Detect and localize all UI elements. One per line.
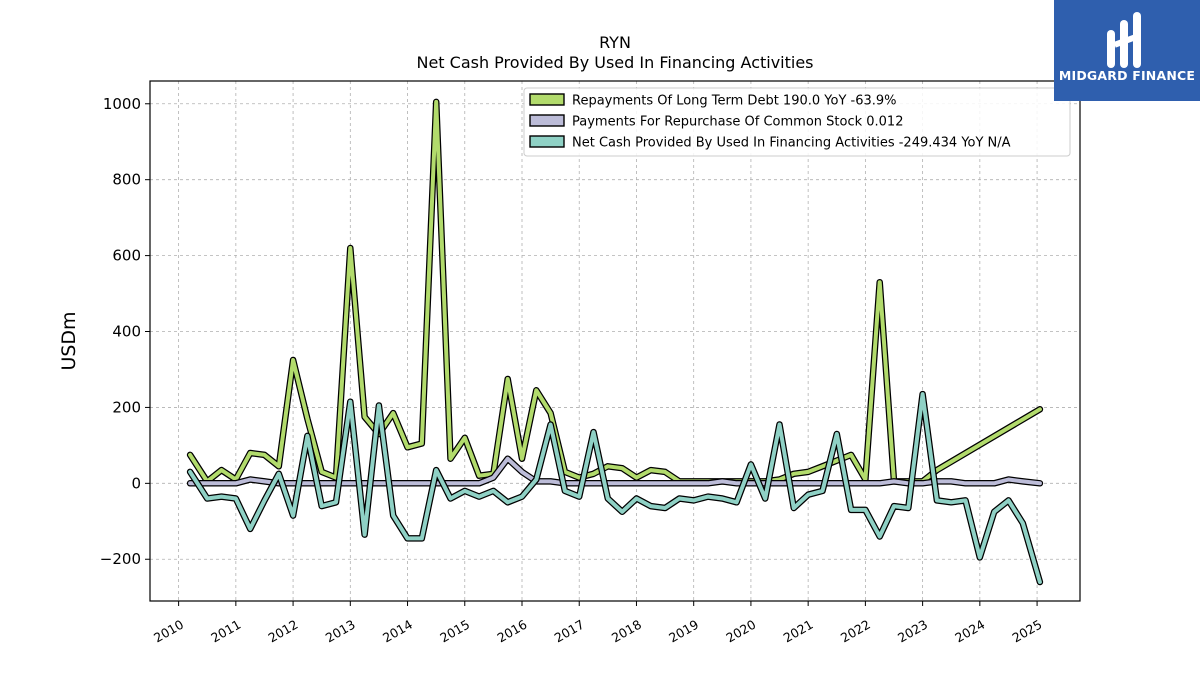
x-tick-label: 2023 xyxy=(895,617,930,646)
legend-swatch-payments-for-repurchase-of-common-stock xyxy=(529,114,565,127)
x-tick-label: 2020 xyxy=(723,617,758,646)
series-outline-repayments-of-long-term-debt xyxy=(186,98,1044,485)
x-tick-label: 2018 xyxy=(609,617,644,646)
x-tick-label: 2013 xyxy=(323,617,358,646)
y-tick-label: 0 xyxy=(131,474,141,492)
legend-swatch-repayments-of-long-term-debt xyxy=(529,93,565,106)
x-tick-label: 2019 xyxy=(666,617,701,646)
series-line-payments-for-repurchase-of-common-stock xyxy=(188,456,1042,486)
chart-title: RYN xyxy=(599,33,631,52)
y-tick-label: −200 xyxy=(100,550,141,568)
x-axis-ticks: 2010 2011 2012 2013 2014 2015 2016 2017 2018 2019… xyxy=(151,601,1045,646)
legend-swatch-net-cash-provided-by-used-in-financing-activities xyxy=(529,135,565,148)
legend-label-net-cash-provided-by-used-in-financing-activities: Net Cash Provided By Used In Financing A… xyxy=(572,136,1011,151)
series-line-repayments-of-long-term-debt xyxy=(188,99,1042,484)
series-lines xyxy=(186,98,1044,586)
series-line-net-cash-provided-by-used-in-financing-activities xyxy=(188,392,1042,584)
x-tick-label: 2022 xyxy=(838,617,873,646)
chart-subtitle: Net Cash Provided By Used In Financing A… xyxy=(416,53,813,72)
legend-box xyxy=(523,87,1071,157)
y-axis-label: USDm xyxy=(58,311,80,370)
plot-frame xyxy=(149,80,1081,602)
x-tick-label: 2014 xyxy=(380,617,415,646)
y-tick-label: 1000 xyxy=(103,95,141,113)
x-tick-label: 2012 xyxy=(266,617,301,646)
y-tick-label: 200 xyxy=(112,398,141,416)
grid-lines xyxy=(150,81,1080,601)
x-tick-label: 2024 xyxy=(952,617,987,646)
x-tick-label: 2011 xyxy=(208,617,243,646)
legend-label-repayments-of-long-term-debt: Repayments Of Long Term Debt 190.0 YoY -… xyxy=(572,94,897,109)
midgard-finance-logo: MIDGARD FINANCE xyxy=(1054,0,1200,101)
y-tick-label: 400 xyxy=(112,323,141,341)
y-tick-label: 600 xyxy=(112,247,141,265)
legend: Repayments Of Long Term Debt 190.0 YoY -… xyxy=(523,87,1071,157)
y-tick-label: 800 xyxy=(112,171,141,189)
x-tick-label: 2016 xyxy=(494,617,529,646)
x-tick-label: 2015 xyxy=(437,617,472,646)
x-tick-label: 2010 xyxy=(151,617,186,646)
legend-label-payments-for-repurchase-of-common-stock: Payments For Repurchase Of Common Stock … xyxy=(572,115,903,130)
x-tick-label: 2021 xyxy=(781,617,816,646)
x-tick-label: 2017 xyxy=(552,617,587,646)
x-tick-label: 2025 xyxy=(1010,617,1045,646)
logo-text: MIDGARD FINANCE xyxy=(1058,68,1196,83)
logo-mark-icon xyxy=(1107,12,1141,68)
y-axis-ticks: −200 0 200 400 600 800 1000 xyxy=(100,95,150,568)
